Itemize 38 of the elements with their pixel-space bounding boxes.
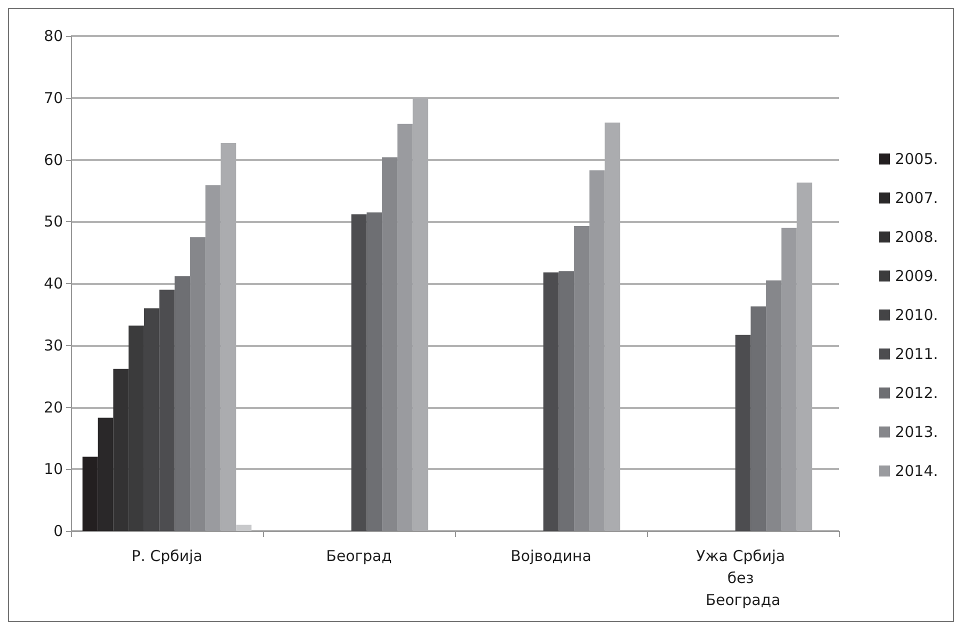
bar bbox=[750, 306, 766, 531]
bar bbox=[220, 143, 236, 531]
bar bbox=[366, 212, 382, 531]
x-tick-label: Р. Србија bbox=[132, 547, 202, 565]
legend-label: 2011. bbox=[895, 345, 938, 363]
legend-label: 2014. bbox=[895, 462, 938, 480]
legend-label: 2008. bbox=[895, 228, 938, 246]
legend-label: 2010. bbox=[895, 306, 938, 324]
y-tick-label: 80 bbox=[44, 27, 63, 45]
legend-label: 2013. bbox=[895, 423, 938, 441]
y-tick-label: 0 bbox=[53, 522, 63, 540]
bar bbox=[735, 334, 751, 531]
y-tick-label: 70 bbox=[44, 88, 63, 107]
x-tick-label: Ужа Србија без Београда bbox=[696, 547, 790, 609]
bar bbox=[558, 271, 574, 531]
legend-label: 2009. bbox=[895, 267, 938, 285]
bar bbox=[174, 276, 190, 531]
bar bbox=[574, 226, 590, 531]
legend-label: 2005. bbox=[895, 150, 938, 168]
y-tick-label: 10 bbox=[44, 460, 63, 478]
legend-label: 2012. bbox=[895, 384, 938, 402]
bar bbox=[236, 524, 252, 531]
bar bbox=[351, 214, 367, 531]
bar bbox=[604, 122, 620, 531]
x-tick-label: Београд bbox=[326, 547, 392, 565]
y-tick-label: 30 bbox=[44, 336, 63, 354]
y-tick-label: 60 bbox=[44, 150, 63, 169]
bar bbox=[796, 182, 812, 531]
bar bbox=[412, 98, 428, 531]
bar bbox=[382, 157, 398, 531]
bar bbox=[190, 237, 206, 531]
y-tick-label: 20 bbox=[44, 398, 63, 416]
bar bbox=[543, 272, 559, 531]
y-tick-label: 50 bbox=[44, 212, 63, 231]
y-tick-label: 40 bbox=[44, 274, 63, 292]
bar bbox=[766, 280, 782, 531]
legend-label: 2007. bbox=[895, 189, 938, 207]
x-tick-label: Војводина bbox=[510, 547, 592, 565]
